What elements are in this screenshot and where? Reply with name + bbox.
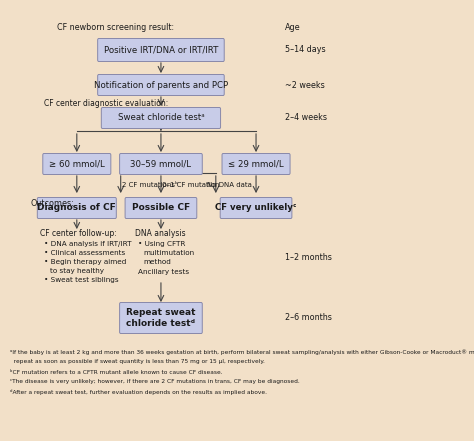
Text: 2–6 months: 2–6 months — [285, 314, 332, 322]
Text: to stay healthy: to stay healthy — [50, 268, 104, 274]
Text: 1–2 months: 1–2 months — [285, 253, 332, 262]
Text: CF center diagnostic evaluation:: CF center diagnostic evaluation: — [44, 98, 168, 108]
Text: 2 CF mutationsᵇ: 2 CF mutationsᵇ — [122, 182, 178, 188]
Text: ᵈAfter a repeat sweat test, further evaluation depends on the results as implied: ᵈAfter a repeat sweat test, further eval… — [10, 389, 267, 395]
Text: • Sweat test siblings: • Sweat test siblings — [44, 277, 118, 283]
Text: • Using CFTR: • Using CFTR — [137, 241, 185, 247]
FancyBboxPatch shape — [101, 108, 220, 128]
Text: CF very unlikelyᶜ: CF very unlikelyᶜ — [215, 203, 297, 213]
Text: repeat as soon as possible if sweat quantity is less than 75 mg or 15 μl, respec: repeat as soon as possible if sweat quan… — [10, 359, 265, 365]
Text: DNA analysis: DNA analysis — [136, 229, 186, 239]
Text: multimutation: multimutation — [143, 250, 194, 256]
Text: 0–1 CF mutation: 0–1 CF mutation — [163, 182, 220, 188]
Text: • DNA analysis if IRT/IRT: • DNA analysis if IRT/IRT — [44, 241, 131, 247]
FancyBboxPatch shape — [222, 153, 290, 175]
Text: ᶜThe disease is very unlikely; however, if there are 2 CF mutations in trans, CF: ᶜThe disease is very unlikely; however, … — [10, 380, 300, 385]
Text: Ancillary tests: Ancillary tests — [137, 269, 189, 275]
FancyBboxPatch shape — [119, 153, 202, 175]
FancyBboxPatch shape — [98, 75, 224, 96]
Text: • Clinical assessments: • Clinical assessments — [44, 250, 125, 256]
Text: ~2 weeks: ~2 weeks — [285, 81, 325, 90]
Text: 30–59 mmol/L: 30–59 mmol/L — [130, 160, 191, 168]
Text: ≥ 60 mmol/L: ≥ 60 mmol/L — [49, 160, 105, 168]
FancyBboxPatch shape — [43, 153, 111, 175]
FancyBboxPatch shape — [220, 198, 292, 218]
Text: CF newborn screening result:: CF newborn screening result: — [57, 23, 174, 33]
Text: ᵇCF mutation refers to a CFTR mutant allele known to cause CF disease.: ᵇCF mutation refers to a CFTR mutant all… — [10, 370, 223, 374]
Text: No DNA data: No DNA data — [207, 182, 252, 188]
Text: Positive IRT/DNA or IRT/IRT: Positive IRT/DNA or IRT/IRT — [104, 45, 218, 55]
Text: ≤ 29 mmol/L: ≤ 29 mmol/L — [228, 160, 284, 168]
Text: Repeat sweat
chloride testᵈ: Repeat sweat chloride testᵈ — [126, 308, 196, 328]
FancyBboxPatch shape — [119, 303, 202, 333]
Text: 2–4 weeks: 2–4 weeks — [285, 113, 328, 123]
Text: CF center follow-up:: CF center follow-up: — [40, 229, 117, 239]
FancyBboxPatch shape — [125, 198, 197, 218]
Text: • Begin therapy aimed: • Begin therapy aimed — [44, 259, 126, 265]
Text: Notification of parents and PCP: Notification of parents and PCP — [94, 81, 228, 90]
Text: ᵃIf the baby is at least 2 kg and more than 36 weeks gestation at birth, perform: ᵃIf the baby is at least 2 kg and more t… — [10, 349, 474, 355]
FancyBboxPatch shape — [98, 38, 224, 61]
Text: 5–14 days: 5–14 days — [285, 45, 326, 55]
Text: method: method — [143, 259, 171, 265]
Text: Outcomes:: Outcomes: — [31, 199, 74, 209]
Text: Sweat chloride testᵃ: Sweat chloride testᵃ — [118, 113, 204, 123]
Text: Age: Age — [285, 23, 301, 33]
FancyBboxPatch shape — [37, 198, 116, 218]
Text: Possible CF: Possible CF — [132, 203, 190, 213]
FancyBboxPatch shape — [0, 0, 350, 441]
Text: Diagnosis of CF: Diagnosis of CF — [37, 203, 116, 213]
